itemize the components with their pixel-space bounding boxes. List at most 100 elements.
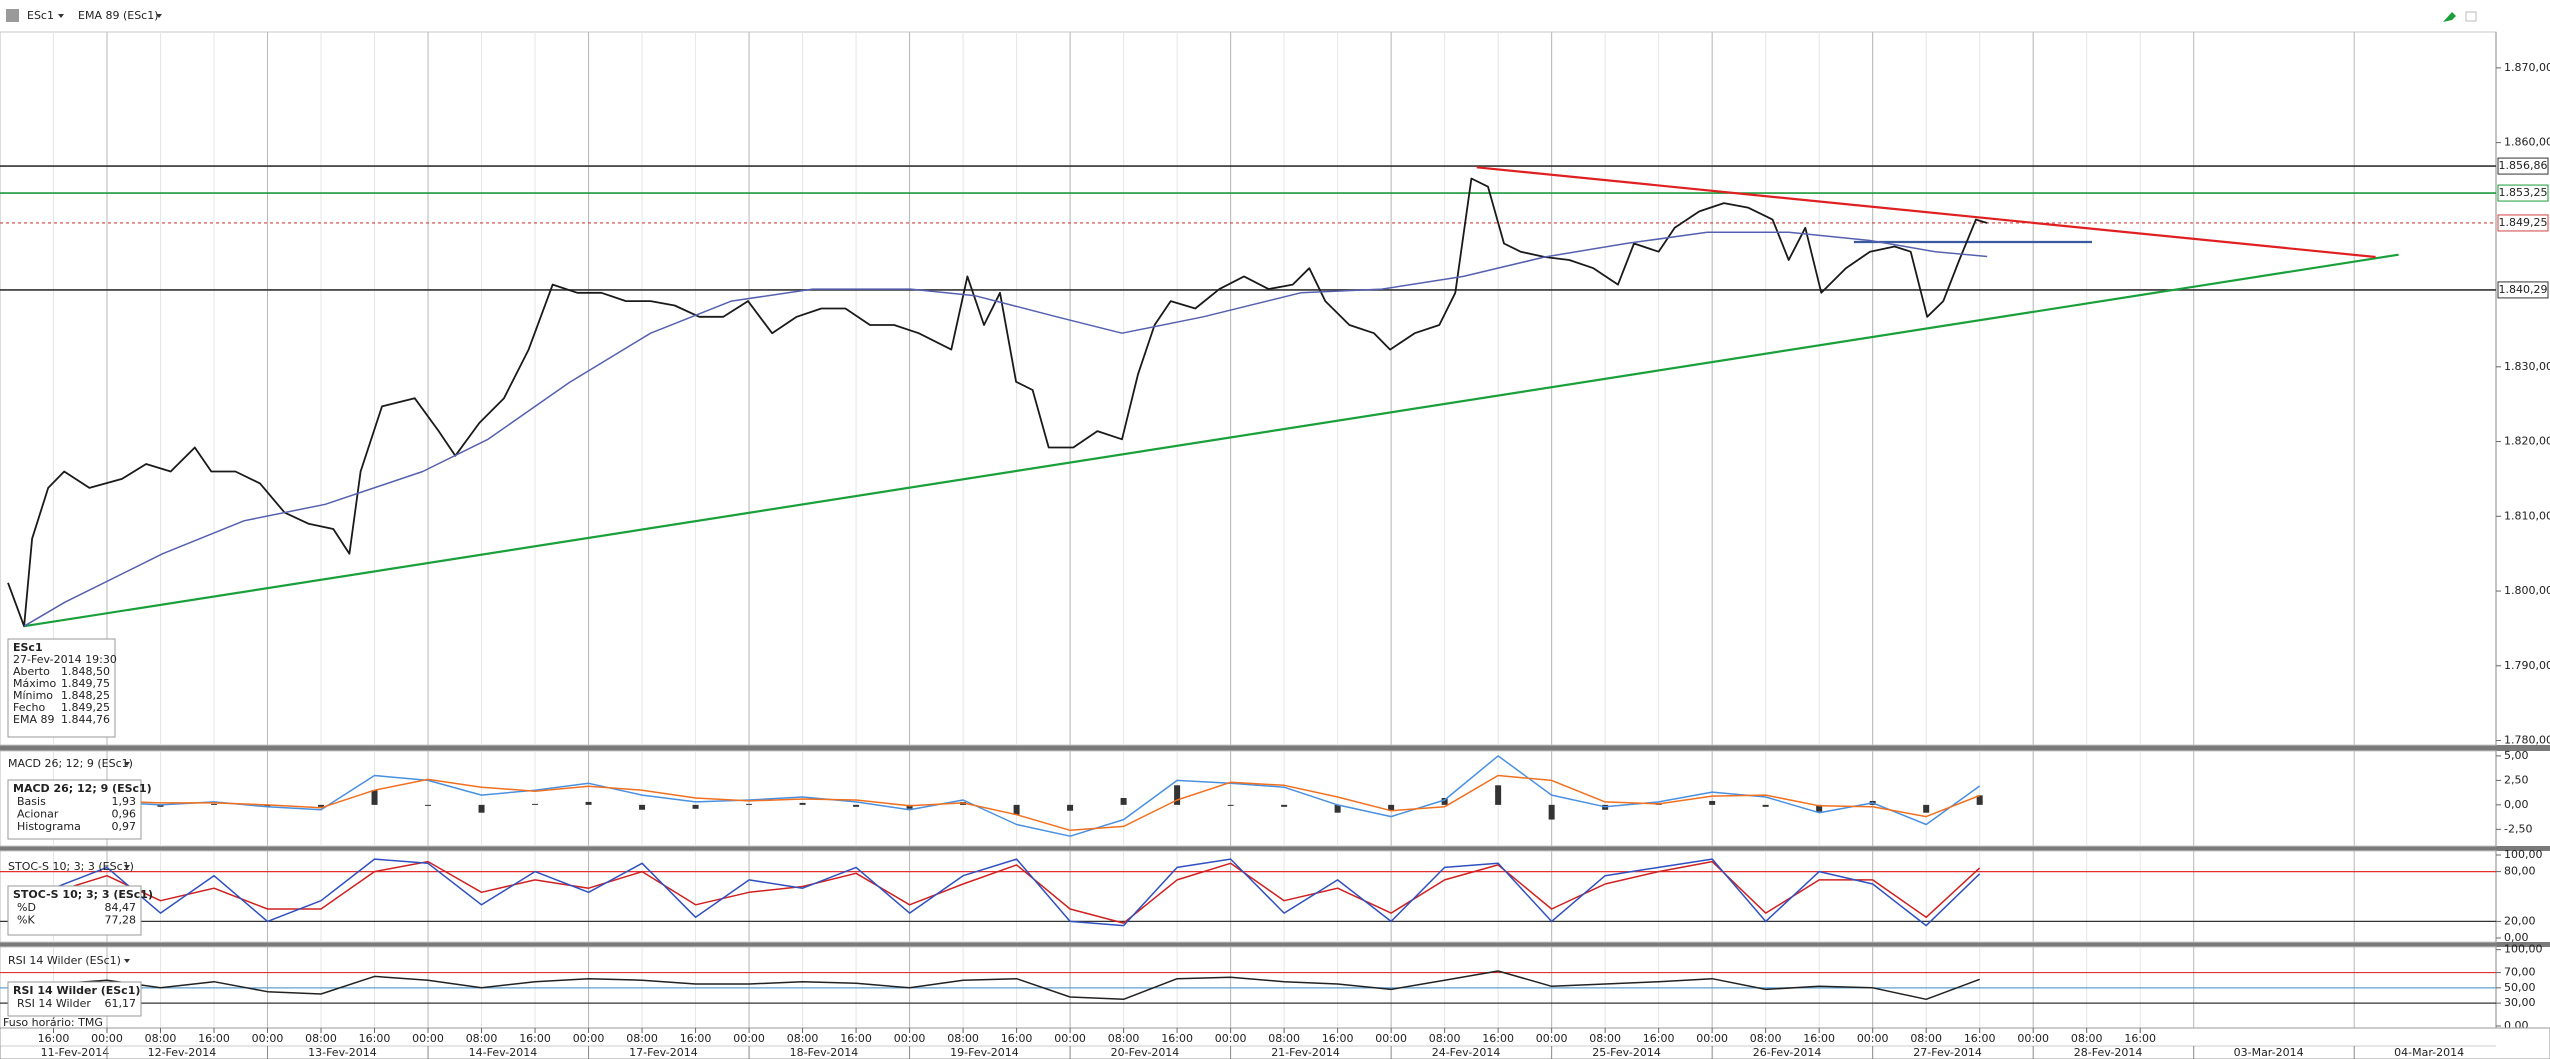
price-label: 1.840,29 [2499,283,2548,296]
x-tick-label: 08:00 [1429,1032,1461,1045]
info-value: 1.844,76 [61,713,110,726]
x-tick-label: 08:00 [626,1032,658,1045]
histogram-bar [1709,800,1716,805]
readout-value: 1,93 [112,795,137,808]
readout-box [7,885,142,936]
panel-separator [0,745,2550,751]
price-line [7,177,1988,628]
histogram-bar [639,804,646,810]
legend-entry: EMA 89 (ESc1) [78,9,159,22]
dropdown-icon[interactable] [124,865,130,869]
symbol-name: ESc1 [27,9,54,22]
readout-title: MACD 26; 12; 9 (ESc1) [13,782,152,795]
plot-area [0,31,2497,746]
x-tick-label: 08:00 [1268,1032,1300,1045]
indicator-line [23,231,1988,627]
dropdown-icon[interactable] [58,14,64,18]
time-axis [0,1027,2550,1059]
trend-icon[interactable] [2443,12,2456,22]
window-icon[interactable] [2465,11,2477,22]
x-tick-label: 08:00 [1750,1032,1782,1045]
price-axis [2496,947,2550,1028]
x-tick-label: 00:00 [2017,1032,2049,1045]
x-tick-label: 08:00 [1108,1032,1140,1045]
histogram-bar [532,803,539,805]
x-tick-label: 00:00 [1375,1032,1407,1045]
histogram-bar [1120,798,1127,805]
histogram-bar [1548,804,1555,820]
x-tick-label: 00:00 [1696,1032,1728,1045]
histogram-bar [264,804,271,807]
readout-value: 84,47 [105,901,137,914]
info-label: EMA 89 [13,713,54,726]
y-tick-label: 5,00 [2504,749,2529,762]
info-label: Mínimo [13,689,53,702]
readout-label: Acionar [17,808,59,821]
readout-box [7,981,142,1017]
y-tick-label: 1.810,00 [2504,509,2550,522]
histogram-bar [692,804,699,809]
date-label: 24-Fev-2014 [1432,1046,1501,1059]
info-time: 27-Fev-2014 19:30 [13,653,117,666]
y-tick-label: 20,00 [2504,914,2536,927]
histogram-bar [318,804,325,807]
histogram-bar [211,803,218,805]
date-label: 04-Mar-2014 [2394,1046,2464,1059]
y-tick-label: -2,50 [2504,822,2532,835]
y-tick-label: 1.860,00 [2504,136,2550,149]
price-label: 1.849,25 [2499,216,2548,229]
header-bar [0,0,2550,32]
dropdown-icon[interactable] [124,762,130,766]
price-axis [2496,851,2550,942]
symbol-icon[interactable] [6,9,19,22]
y-tick-label: 1.870,00 [2504,61,2550,74]
info-title: ESc1 [13,641,43,654]
readout-label: RSI 14 Wilder [17,997,91,1010]
readout-value: 0,96 [112,808,137,821]
trendline [1476,166,2376,259]
histogram-bar [1923,804,1930,813]
indicator-line [53,774,1980,832]
x-tick-label: 08:00 [305,1032,337,1045]
x-tick-label: 16:00 [1161,1032,1193,1045]
readout-label: %D [17,901,36,914]
x-tick-label: 00:00 [412,1032,444,1045]
indicator-line [53,970,1980,1001]
x-tick-label: 00:00 [1054,1032,1086,1045]
y-tick-label: 0,00 [2504,798,2529,811]
x-tick-label: 08:00 [1589,1032,1621,1045]
y-tick-label: 70,00 [2504,966,2536,979]
x-tick-label: 08:00 [2071,1032,2103,1045]
date-label: 17-Fev-2014 [629,1046,698,1059]
dropdown-icon[interactable] [124,959,130,963]
histogram-bar [746,803,753,805]
x-tick-label: 00:00 [1536,1032,1568,1045]
indicator-line [53,858,1981,927]
readout-title: STOC-S 10; 3; 3 (ESc1) [13,888,153,901]
plot-area [0,750,2497,847]
dropdown-icon[interactable] [156,14,162,18]
x-tick-label: 00:00 [1215,1032,1247,1045]
info-value: 1.848,50 [61,665,110,678]
x-tick-label: 16:00 [38,1032,70,1045]
y-tick-label: 1.830,00 [2504,360,2550,373]
y-tick-label: 80,00 [2504,865,2536,878]
price-axis [2496,751,2550,846]
histogram-bar [1762,804,1769,807]
info-label: Aberto [13,665,50,678]
readout-label: Histograma [17,820,81,833]
indicator-line [53,755,1981,837]
indicator-title: STOC-S 10; 3; 3 (ESc1) [8,860,134,873]
x-tick-label: 08:00 [787,1032,819,1045]
info-label: Máximo [13,677,57,690]
date-label: 27-Fev-2014 [1913,1046,1982,1059]
readout-title: RSI 14 Wilder (ESc1) [13,984,140,997]
date-label: 20-Fev-2014 [1111,1046,1180,1059]
x-tick-label: 16:00 [2124,1032,2156,1045]
x-tick-label: 16:00 [1482,1032,1514,1045]
histogram-bar [1388,804,1395,811]
trendline [23,253,2399,628]
x-tick-label: 16:00 [359,1032,391,1045]
x-tick-label: 16:00 [680,1032,712,1045]
